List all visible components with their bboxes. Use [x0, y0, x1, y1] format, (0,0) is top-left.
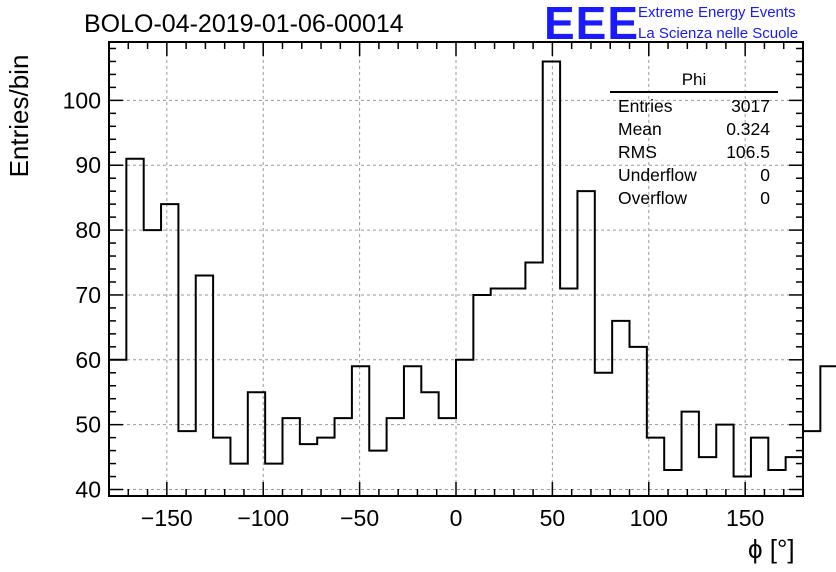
stats-row-rms: RMS 106.5: [610, 141, 778, 164]
histogram-bin: [178, 431, 195, 496]
x-tick-label: 50: [540, 505, 566, 531]
histogram-bin: [109, 360, 126, 496]
stats-row-entries: Entries 3017: [610, 95, 778, 118]
x-tick-label: −100: [237, 505, 289, 531]
histogram-outline: [109, 60, 836, 478]
y-tick-label: 80: [75, 217, 101, 243]
histogram-bin: [196, 275, 213, 496]
stats-box: Phi Entries 3017 Mean 0.324 RMS 106.5 Un…: [610, 70, 778, 210]
stats-value: 0: [760, 165, 770, 185]
stats-title: Phi: [610, 70, 778, 93]
stats-value: 106.5: [726, 142, 770, 162]
stats-label: Underflow: [618, 165, 697, 185]
y-tick-label: 60: [75, 347, 101, 373]
histogram-bin: [230, 464, 247, 496]
x-tick-label: 100: [630, 505, 668, 531]
logo-line-2: La Scienza nelle Scuole: [638, 25, 799, 42]
histogram-bin: [734, 477, 751, 496]
stats-label: RMS: [618, 142, 657, 162]
histogram-bin: [317, 438, 334, 496]
histogram-bin: [820, 366, 836, 496]
y-tick-label: 90: [75, 152, 101, 178]
histogram-bin: [612, 321, 629, 496]
histogram-bin: [248, 392, 265, 496]
histogram-bin: [473, 295, 490, 496]
histogram-bin: [213, 438, 230, 496]
stats-row-mean: Mean 0.324: [610, 118, 778, 141]
histogram-bin: [699, 457, 716, 496]
histogram-bin: [439, 418, 456, 496]
x-tick-label: −150: [141, 505, 193, 531]
stats-row-underflow: Underflow 0: [610, 164, 778, 187]
histogram-bin: [630, 347, 647, 496]
stats-label: Overflow: [618, 188, 688, 208]
histogram-bin: [161, 204, 178, 496]
stats-value: 0.324: [726, 119, 770, 139]
y-tick-label: 50: [75, 412, 101, 438]
histogram-bin: [560, 288, 577, 496]
histogram-bin: [421, 392, 438, 496]
histogram-bin: [577, 191, 594, 496]
stats-value: 0: [760, 188, 770, 208]
y-tick-label: 40: [75, 477, 101, 503]
histogram-bin: [300, 444, 317, 496]
histogram-bin: [803, 431, 820, 496]
stats-label: Mean: [618, 119, 662, 139]
histogram-bin: [664, 470, 681, 496]
y-tick-label: 70: [75, 282, 101, 308]
histogram-bin: [283, 418, 300, 496]
x-axis-label: ϕ [°]: [748, 534, 795, 564]
chart-title: BOLO-04-2019-01-06-00014: [84, 10, 404, 38]
eee-logo: EEE: [544, 0, 640, 49]
histogram-bin: [491, 288, 508, 496]
x-tick-label: −50: [340, 505, 379, 531]
histogram-bin: [387, 418, 404, 496]
histogram-bin: [595, 373, 612, 496]
y-tick-label: 100: [63, 87, 101, 113]
histogram-bin: [265, 464, 282, 496]
histogram-bin: [508, 288, 525, 496]
histogram-bin: [456, 360, 473, 496]
stats-value: 3017: [731, 96, 770, 116]
histogram-bin: [543, 61, 560, 496]
x-tick-label: 150: [726, 505, 764, 531]
histogram-bin: [751, 438, 768, 496]
histogram-bin: [352, 366, 369, 496]
logo-line-1: Extreme Energy Events: [638, 4, 796, 21]
histogram-bin: [144, 230, 161, 496]
histogram-bin: [404, 366, 421, 496]
histogram-bin: [369, 451, 386, 496]
histogram-bin: [525, 263, 542, 496]
stats-label: Entries: [618, 96, 673, 116]
y-axis-label: Entries/bin: [4, 54, 34, 178]
histogram-bin: [682, 412, 699, 496]
histogram-bin: [716, 425, 733, 496]
histogram-bin: [335, 418, 352, 496]
stats-row-overflow: Overflow 0: [610, 187, 778, 210]
histogram-bin: [126, 159, 143, 496]
x-tick-label: 0: [450, 505, 463, 531]
